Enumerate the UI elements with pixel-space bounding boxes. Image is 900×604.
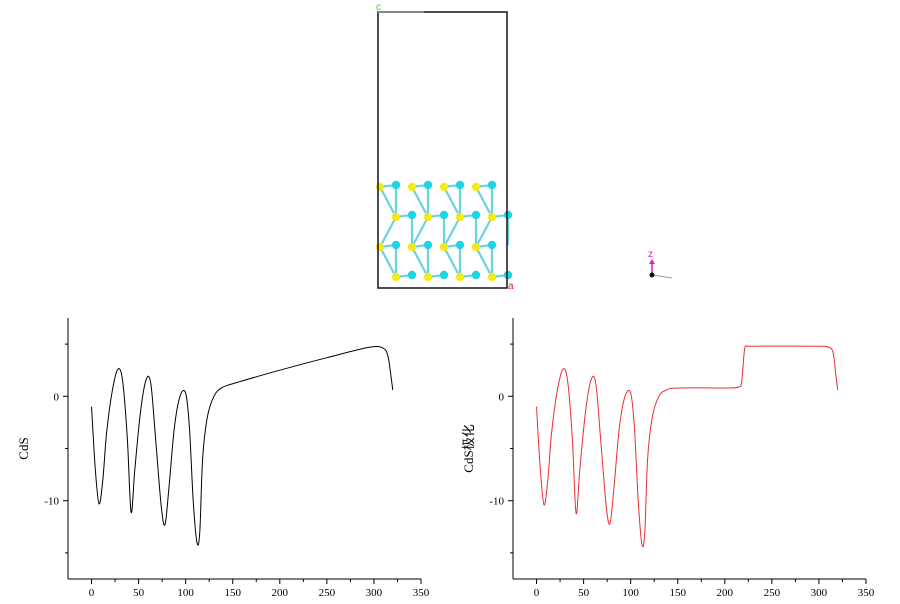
y-axis-title: CdS: [16, 437, 31, 459]
x-tick-label: 0: [89, 587, 95, 599]
x-axis-arrow: [651, 274, 673, 279]
s-atom: [487, 212, 497, 222]
y-tick-label: 0: [54, 391, 60, 403]
bond: [443, 216, 461, 248]
y-tick-label: -10: [489, 496, 504, 508]
s-atom: [455, 272, 465, 282]
s-atom: [471, 242, 481, 252]
s-atom: [391, 212, 401, 222]
c-axis-label: c: [376, 2, 381, 13]
y-axis-title: CdS极化: [461, 424, 476, 472]
s-atom: [439, 242, 449, 252]
bond: [411, 216, 429, 248]
cd-atom: [407, 270, 417, 280]
x-tick-label: 300: [811, 587, 828, 599]
s-atom: [407, 182, 417, 192]
x-tick-label: 0: [534, 587, 540, 599]
cd-atom: [487, 240, 497, 250]
x-tick-label: 50: [578, 587, 590, 599]
bond: [475, 216, 493, 248]
s-atom: [375, 242, 385, 252]
structure-panel: c a z: [375, 2, 673, 292]
x-tick-label: 100: [177, 587, 194, 599]
bond: [379, 246, 397, 278]
triad-origin: [649, 272, 655, 278]
chart-cds: 0 50 100 150 200 250 300 350 0 -10 CdS: [16, 318, 430, 599]
cd-atom: [471, 210, 481, 220]
cd-atom: [455, 240, 465, 250]
y-tick-label: -10: [44, 496, 59, 508]
x-tick-label: 350: [858, 587, 875, 599]
bond: [443, 186, 461, 218]
z-axis-label: z: [648, 249, 653, 260]
cd-atom: [391, 180, 401, 190]
z-arrow-head: [649, 259, 655, 264]
cd-atom: [407, 210, 417, 220]
bond: [411, 246, 429, 278]
s-atom: [471, 182, 481, 192]
x-tick-label: 250: [764, 587, 781, 599]
series-line: [91, 345, 394, 546]
s-atom: [423, 272, 433, 282]
x-tick-label: 150: [669, 587, 686, 599]
cd-atom: [423, 240, 433, 250]
cd-atom: [439, 270, 449, 280]
cd-atom: [391, 240, 401, 250]
bond: [379, 216, 397, 248]
y-tick-label: 0: [499, 391, 505, 403]
bond: [411, 186, 429, 218]
cd-atom: [439, 210, 449, 220]
a-axis-label: a: [508, 281, 514, 292]
cd-atom: [471, 270, 481, 280]
bond: [475, 246, 493, 278]
cd-atom: [503, 270, 513, 280]
x-tick-label: 300: [366, 587, 383, 599]
bond: [475, 186, 493, 218]
chart-cds-polarized: 0 50 100 150 200 250 300 350 0 -10 CdS极化: [461, 318, 875, 599]
cd-atom: [503, 210, 513, 220]
x-tick-label: 100: [622, 587, 639, 599]
x-tick-label: 50: [133, 587, 145, 599]
s-atom: [423, 212, 433, 222]
x-tick-label: 200: [717, 587, 734, 599]
series-line: [536, 345, 839, 548]
bond: [379, 186, 397, 218]
cds-slab: [375, 180, 513, 282]
s-atom: [375, 182, 385, 192]
unit-cell-frame: [377, 11, 508, 289]
s-atom: [391, 272, 401, 282]
cd-atom: [487, 180, 497, 190]
bond: [443, 246, 461, 278]
axis-triad: z: [648, 249, 673, 279]
x-tick-label: 350: [413, 587, 430, 599]
s-atom: [455, 212, 465, 222]
x-tick-label: 200: [272, 587, 289, 599]
x-tick-label: 250: [319, 587, 336, 599]
s-atom: [407, 242, 417, 252]
cd-atom: [423, 180, 433, 190]
cd-atom: [455, 180, 465, 190]
s-atom: [439, 182, 449, 192]
x-tick-label: 150: [224, 587, 241, 599]
s-atom: [487, 272, 497, 282]
